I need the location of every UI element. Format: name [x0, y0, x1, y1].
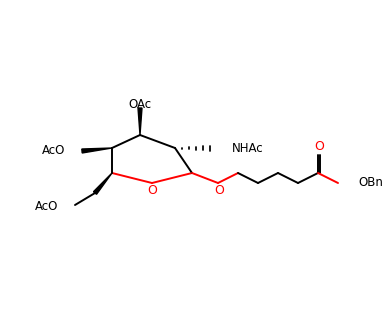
- Text: O: O: [214, 184, 224, 198]
- Text: O: O: [147, 184, 157, 198]
- Polygon shape: [82, 148, 112, 153]
- Text: AcO: AcO: [41, 145, 65, 157]
- Text: NHAc: NHAc: [232, 141, 264, 155]
- Text: AcO: AcO: [35, 201, 58, 213]
- Polygon shape: [138, 108, 142, 135]
- Text: OBn: OBn: [358, 177, 383, 189]
- Text: OAc: OAc: [128, 98, 152, 111]
- Polygon shape: [93, 173, 112, 194]
- Text: O: O: [314, 140, 324, 152]
